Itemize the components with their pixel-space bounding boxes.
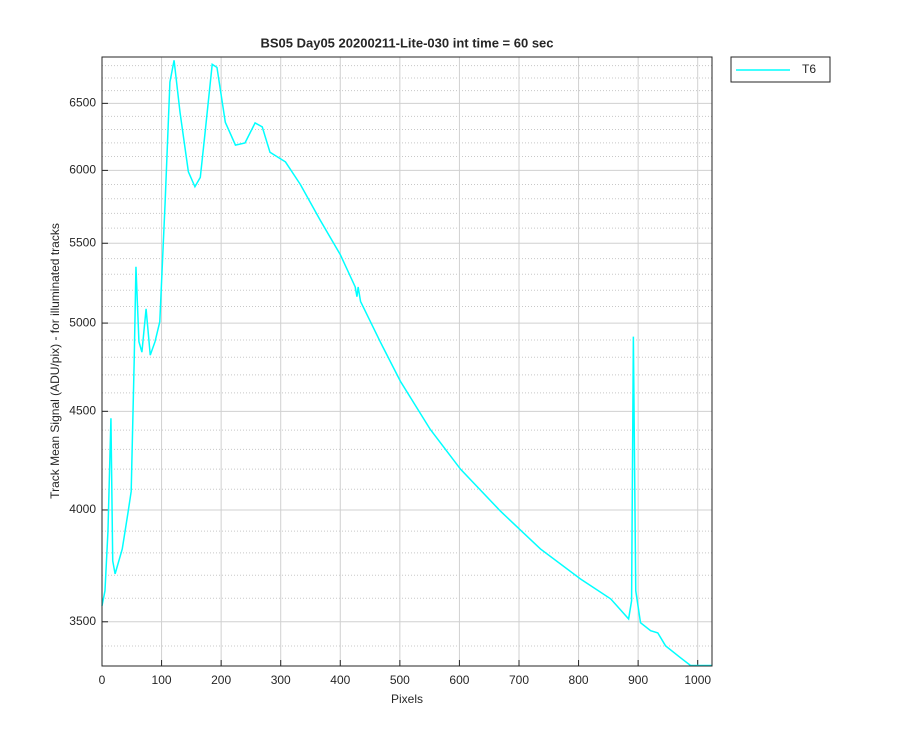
axes-box bbox=[101, 56, 713, 667]
x-tick-label: 700 bbox=[509, 673, 529, 687]
y-tick-label: 4500 bbox=[69, 403, 96, 417]
chart-title: BS05 Day05 20200211-Lite-030 int time = … bbox=[260, 35, 553, 50]
x-tick-label: 0 bbox=[99, 673, 106, 687]
x-axis-label: Pixels bbox=[391, 692, 423, 706]
y-tick-label: 6500 bbox=[69, 96, 96, 110]
y-axis-label: Track Mean Signal (ADU/pix) - for illumi… bbox=[48, 223, 62, 499]
y-tick-label: 4000 bbox=[69, 502, 96, 516]
x-tick-label: 200 bbox=[211, 673, 231, 687]
x-tick-label: 100 bbox=[152, 673, 172, 687]
legend-label: T6 bbox=[802, 62, 816, 76]
y-tick-label: 5500 bbox=[69, 235, 96, 249]
x-tick-label: 400 bbox=[330, 673, 350, 687]
x-tick-label: 900 bbox=[628, 673, 648, 687]
x-tick-label: 600 bbox=[449, 673, 469, 687]
y-tick-label: 6000 bbox=[69, 163, 96, 177]
data-line bbox=[101, 60, 712, 667]
y-tick-label: 5000 bbox=[69, 315, 96, 329]
x-tick-label: 300 bbox=[271, 673, 291, 687]
y-tick-label: 3500 bbox=[69, 614, 96, 628]
x-tick-label: 1000 bbox=[684, 673, 711, 687]
x-tick-label: 500 bbox=[390, 673, 410, 687]
x-tick-label: 800 bbox=[569, 673, 589, 687]
plot-area bbox=[102, 57, 712, 666]
